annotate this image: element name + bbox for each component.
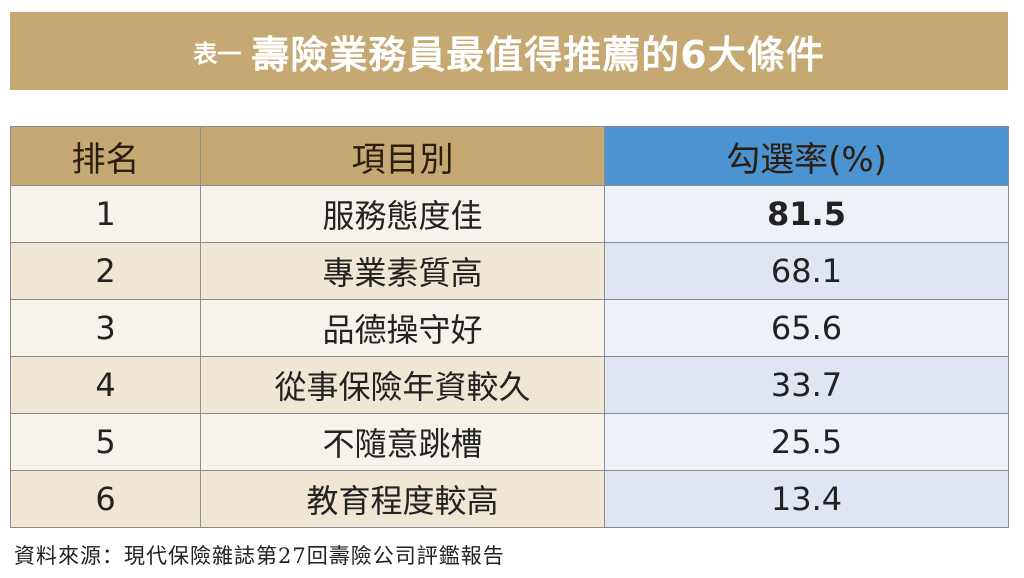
table-row: 5 不隨意跳槽 25.5 xyxy=(10,413,1009,471)
ranking-table: 排名 項目別 勾選率(%) 1 服務態度佳 81.5 2 專業素質高 68.1 … xyxy=(10,126,1009,528)
rank-cell: 6 xyxy=(10,470,201,528)
table-row: 1 服務態度佳 81.5 xyxy=(10,185,1009,243)
rank-cell: 1 xyxy=(10,185,201,243)
rate-cell: 65.6 xyxy=(604,299,1009,357)
header-item: 項目別 xyxy=(200,126,605,186)
item-cell: 教育程度較高 xyxy=(200,470,605,528)
table-row: 3 品德操守好 65.6 xyxy=(10,299,1009,357)
item-cell: 品德操守好 xyxy=(200,299,605,357)
rank-cell: 3 xyxy=(10,299,201,357)
rate-cell: 25.5 xyxy=(604,413,1009,471)
item-cell: 從事保險年資較久 xyxy=(200,356,605,414)
header-rate: 勾選率(%) xyxy=(604,126,1009,186)
header-rank: 排名 xyxy=(10,126,201,186)
source-note: 資料來源：現代保險雜誌第27回壽險公司評鑑報告 xyxy=(14,544,505,568)
item-cell: 專業素質高 xyxy=(200,242,605,300)
rank-cell: 5 xyxy=(10,413,201,471)
rate-cell-highlight: 81.5 xyxy=(604,185,1009,243)
rank-cell: 2 xyxy=(10,242,201,300)
table-row: 6 教育程度較高 13.4 xyxy=(10,470,1009,528)
table-header-row: 排名 項目別 勾選率(%) xyxy=(10,126,1009,186)
table-row: 4 從事保險年資較久 33.7 xyxy=(10,356,1009,414)
rate-cell: 13.4 xyxy=(604,470,1009,528)
title-banner: 表一 壽險業務員最值得推薦的6大條件 xyxy=(10,12,1008,90)
table-row: 2 專業素質高 68.1 xyxy=(10,242,1009,300)
table-number: 表一 xyxy=(193,39,242,68)
rate-cell: 33.7 xyxy=(604,356,1009,414)
item-cell: 服務態度佳 xyxy=(200,185,605,243)
page-title: 壽險業務員最值得推薦的6大條件 xyxy=(251,32,825,77)
rank-cell: 4 xyxy=(10,356,201,414)
rate-cell: 68.1 xyxy=(604,242,1009,300)
item-cell: 不隨意跳槽 xyxy=(200,413,605,471)
